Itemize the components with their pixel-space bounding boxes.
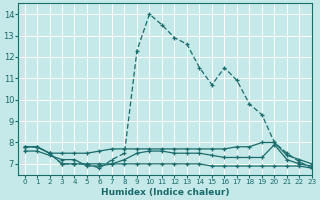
X-axis label: Humidex (Indice chaleur): Humidex (Indice chaleur)	[101, 188, 229, 197]
